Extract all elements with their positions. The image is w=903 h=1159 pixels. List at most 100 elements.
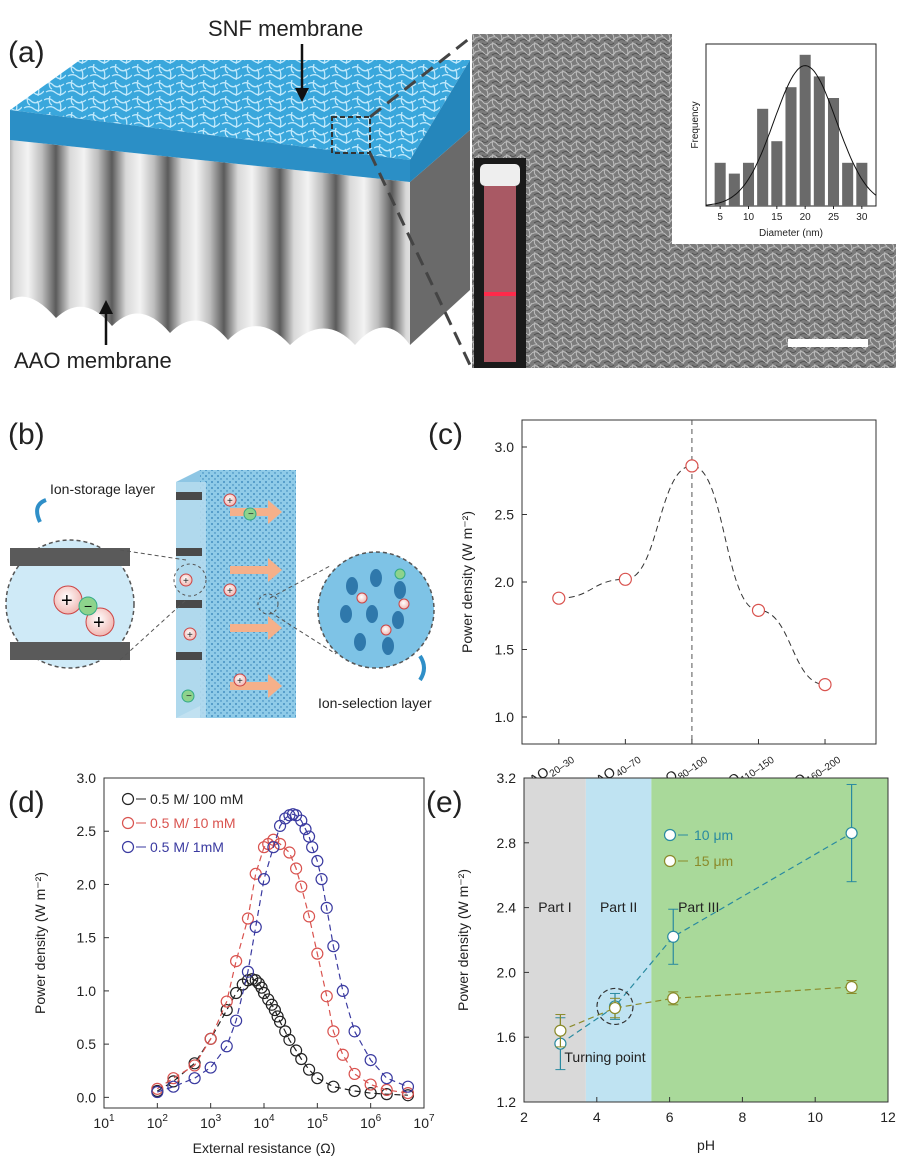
chart-c-point bbox=[685, 459, 699, 473]
chart-d-point bbox=[271, 1010, 284, 1023]
hist-bar bbox=[785, 87, 797, 206]
panel-c-letter: (c) bbox=[428, 418, 463, 451]
chart-d-x-axis-title: External resistance (Ω) bbox=[193, 1140, 336, 1156]
cuvette-photo bbox=[474, 158, 526, 368]
chart-d-point bbox=[290, 862, 303, 875]
chart-e-y-tick-label: 1.2 bbox=[497, 1094, 517, 1110]
chart-d-point bbox=[167, 1072, 180, 1085]
chart-d-point bbox=[283, 1033, 296, 1046]
svg-text:−: − bbox=[84, 598, 92, 614]
chart-e-point bbox=[554, 1024, 567, 1037]
chart-d-point bbox=[327, 940, 340, 953]
hist-x-tick-label: 15 bbox=[771, 212, 783, 223]
chart-d-y-tick-label: 0.5 bbox=[77, 1036, 97, 1052]
chart-d-point bbox=[295, 1052, 308, 1066]
chart-e: Part I Part II Part III 1.2 1.6 2.0 2.4 2.8 3.2 2… bbox=[455, 770, 896, 1153]
svg-text:−: − bbox=[248, 509, 254, 520]
ion-selection-label: Ion-selection layer bbox=[318, 695, 432, 711]
svg-text:+: + bbox=[227, 586, 233, 597]
chart-e-y-tick-label: 2.4 bbox=[497, 900, 517, 916]
snf-layer-front bbox=[10, 110, 410, 182]
chart-e-y-tick-label: 1.6 bbox=[497, 1029, 517, 1045]
aao-block-side bbox=[410, 130, 470, 345]
chart-d-y-tick-label: 2.0 bbox=[77, 876, 97, 892]
storage-zoom-wall-bottom bbox=[10, 642, 130, 660]
zoom-box bbox=[331, 116, 371, 154]
chart-e-point bbox=[608, 1001, 622, 1015]
storage-zoom-wall-top bbox=[10, 548, 130, 566]
chart-c-y-tick-label: 3.0 bbox=[495, 439, 515, 455]
panel-e: (e) Part I Part II Part III 1.2 1.6 2.0 2.4 2.8… bbox=[426, 770, 896, 1153]
chart-d-point bbox=[380, 1072, 393, 1085]
chart-d-point bbox=[241, 912, 255, 925]
storage-zoom-link-bottom bbox=[119, 599, 187, 661]
chart-d-point bbox=[380, 1083, 393, 1097]
chart-d-point bbox=[311, 947, 324, 960]
chart-d-point bbox=[320, 901, 333, 914]
chart-e-point bbox=[845, 826, 858, 840]
hist-bar bbox=[728, 173, 740, 206]
membrane-channels bbox=[176, 492, 202, 660]
panel-b: (b) Ion-storage layer + − + + + + − bbox=[5, 418, 435, 718]
chart-d-point bbox=[167, 1080, 180, 1093]
chart-d-point bbox=[241, 965, 255, 978]
chart-e-series-line bbox=[560, 832, 852, 1045]
svg-text:+: + bbox=[183, 576, 189, 587]
chart-e-legend-marker bbox=[663, 828, 677, 842]
chart-e-x-tick-label: 12 bbox=[880, 1109, 896, 1125]
svg-text:+: + bbox=[187, 630, 193, 641]
chart-d-point bbox=[151, 1085, 164, 1099]
ion-storage-label: Ion-storage layer bbox=[50, 481, 155, 497]
hist-fit-curve bbox=[705, 65, 877, 206]
hist-bar bbox=[799, 54, 811, 206]
chart-d: 0.0 0.5 1.0 1.5 2.0 2.5 3.0 101 102 103 104 105 106 1… bbox=[32, 770, 435, 1156]
hist-x-tick-label: 20 bbox=[800, 212, 812, 223]
snf-layer-side bbox=[410, 60, 470, 182]
chart-e-x-tick-label: 2 bbox=[520, 1109, 528, 1125]
chart-d-x-tick-label: 106 bbox=[360, 1113, 382, 1131]
chart-d-point bbox=[220, 1003, 233, 1017]
hist-bar bbox=[714, 162, 726, 206]
storage-focus-circle bbox=[173, 563, 207, 597]
chart-e-region-label: Part II bbox=[600, 899, 637, 915]
chart-d-point bbox=[255, 981, 268, 994]
hist-x-tick-label: 25 bbox=[828, 212, 840, 223]
chart-d-point bbox=[188, 1059, 201, 1072]
chart-d-legend-marker bbox=[121, 840, 135, 854]
chart-d-point bbox=[204, 1032, 217, 1045]
chart-d-point bbox=[306, 841, 319, 854]
chart-d-point bbox=[299, 822, 312, 836]
chart-d-y-axis-title: Power density (W m⁻²) bbox=[32, 872, 48, 1014]
chart-e-legend-marker bbox=[663, 854, 677, 868]
chart-c: 1.01.52.02.53.0AAO20–30AAO40–70AAO80–100… bbox=[459, 419, 877, 800]
selection-arrow-icon bbox=[418, 654, 426, 682]
chart-c-y-tick-label: 2.5 bbox=[495, 507, 515, 523]
hist-x-tick-label: 10 bbox=[743, 212, 755, 223]
panel-a-letter: (a) bbox=[8, 36, 45, 69]
chart-d-point bbox=[230, 954, 243, 968]
chart-e-y-tick-label: 2.8 bbox=[497, 835, 517, 851]
histogram-inset-bg bbox=[672, 34, 896, 244]
chart-d-y-tick-label: 1.5 bbox=[77, 930, 97, 946]
chart-d-y-tick-label: 0.0 bbox=[77, 1089, 97, 1105]
chart-e-x-axis-title: pH bbox=[697, 1137, 715, 1153]
selection-zoom-link-top bbox=[269, 565, 331, 599]
chart-d-point bbox=[188, 1072, 201, 1085]
hist-x-axis-title: Diameter (nm) bbox=[759, 228, 823, 239]
panel-a: (a) SNF membrane AAO membrane 5 10 15 20 25 3… bbox=[8, 16, 896, 373]
chart-c-y-axis-title: Power density (W m⁻²) bbox=[459, 511, 475, 653]
chart-e-legend-label: 10 μm bbox=[694, 827, 733, 843]
chart-d-point bbox=[257, 986, 271, 1000]
histogram-inset: 5 10 15 20 25 30 Diameter (nm) Frequency bbox=[690, 43, 877, 239]
chart-e-annotation: Turning point bbox=[564, 1049, 645, 1065]
chart-d-point bbox=[336, 984, 349, 998]
chart-d-y-tick-label: 3.0 bbox=[77, 770, 97, 786]
chart-d-legend-marker bbox=[121, 792, 135, 806]
aao-arrow-head bbox=[99, 300, 113, 314]
chart-d-x-tick-label: 102 bbox=[147, 1113, 169, 1131]
snf-arrow-head bbox=[295, 88, 309, 102]
chart-d-point bbox=[348, 1067, 361, 1081]
svg-text:+: + bbox=[61, 590, 73, 612]
svg-text:−: − bbox=[186, 691, 192, 702]
chart-d-point bbox=[230, 986, 243, 1000]
